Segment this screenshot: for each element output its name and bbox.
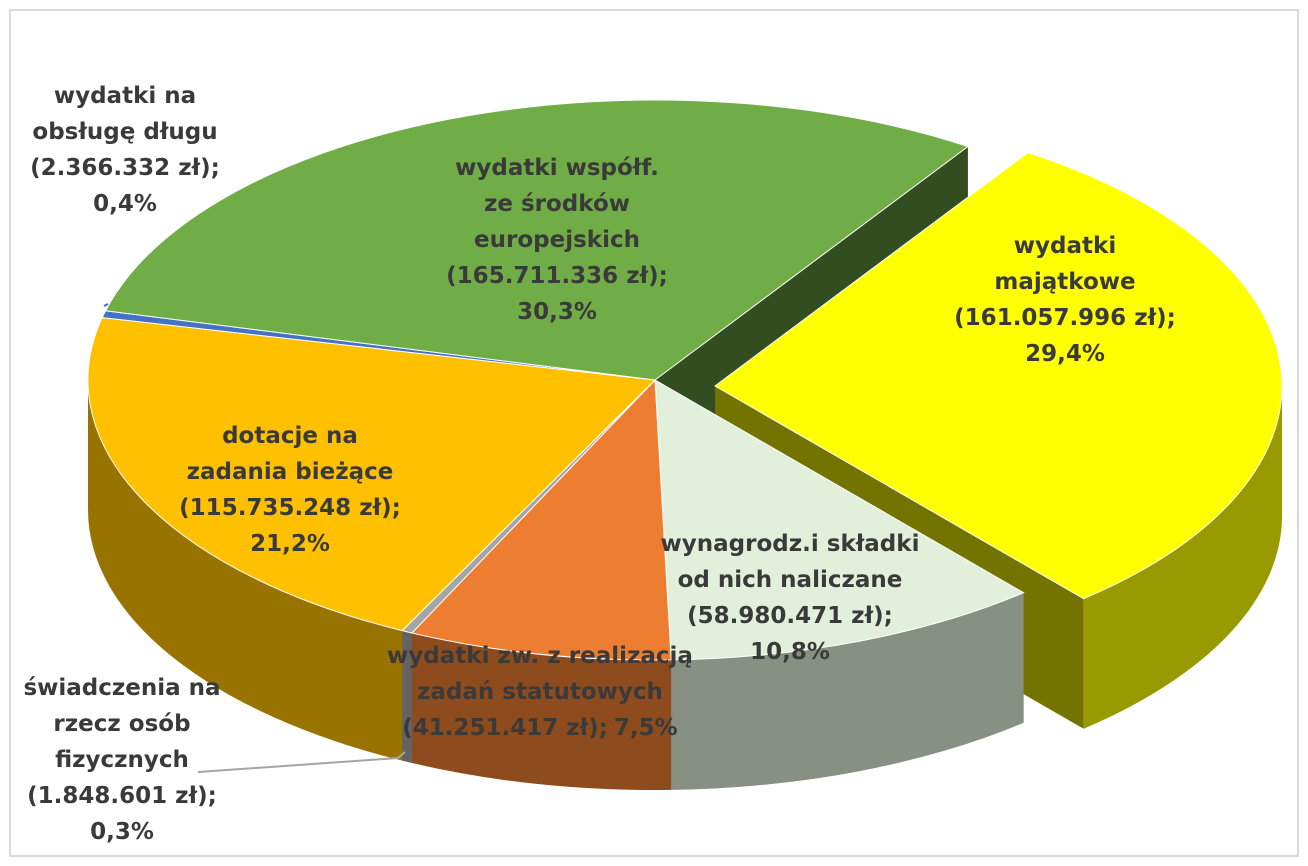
slice: [104, 99, 969, 381]
slice-wall: [1083, 386, 1282, 729]
slice-wall: [671, 592, 1024, 790]
data-label: wydatki na obsługę długu (2.366.332 zł); 0…: [30, 78, 220, 222]
data-label: wydatki współf. ze środków europejskich(…: [446, 150, 668, 330]
label-amount: (58.980.471 zł);: [687, 603, 893, 629]
label-name: świadczenia na rzecz osób fizycznych: [23, 675, 221, 773]
label-values: (2.366.332 zł); 0,4%: [30, 150, 220, 222]
label-name: wydatki majątkowe: [994, 233, 1136, 295]
label-values: (1.848.601 zł); 0,3%: [23, 778, 220, 850]
label-values: (41.251.417 zł); 7,5%: [387, 710, 693, 746]
label-percent: 30,3%: [517, 299, 597, 325]
label-values: (58.980.471 zł); 10,8%: [661, 598, 920, 670]
label-percent: 7,5%: [613, 715, 678, 741]
data-label: świadczenia na rzecz osób fizycznych (1.8…: [23, 670, 220, 850]
slice-wall: [402, 630, 412, 763]
label-name: dotacje na zadania bieżące: [186, 423, 394, 485]
label-name: wydatki zw. z realizacją zadań statutowy…: [387, 643, 693, 705]
slice-wall: [411, 633, 672, 791]
label-name: wydatki współf. ze środków europejskich: [455, 155, 659, 253]
label-amount: (161.057.996 zł);: [954, 305, 1176, 331]
slice-tops: [87, 99, 1283, 661]
label-percent: 29,4%: [1025, 341, 1105, 367]
label-percent: 0,3%: [90, 819, 154, 845]
label-percent: 0,4%: [93, 191, 157, 217]
label-values: (165.711.336 zł); 30,3%: [446, 258, 668, 330]
label-amount: (41.251.417 zł);: [402, 715, 608, 741]
label-percent: 10,8%: [750, 639, 830, 665]
data-label: wynagrodz.i składki od nich naliczane (58…: [661, 526, 920, 670]
label-values: (115.735.248 zł); 21,2%: [179, 490, 401, 562]
data-label: wydatki zw. z realizacją zadań statutowy…: [387, 638, 693, 746]
slice-walls: [88, 380, 1282, 791]
slice: [654, 379, 1025, 661]
slice-wall: [88, 380, 403, 761]
slice: [410, 378, 672, 661]
leader-line: [103, 303, 109, 307]
slice: [87, 317, 657, 632]
slice: [714, 151, 1283, 600]
label-name: wynagrodz.i składki od nich naliczane: [660, 531, 920, 593]
label-amount: (2.366.332 zł);: [30, 155, 220, 181]
label-name: wydatki na obsługę długu: [32, 83, 218, 145]
label-percent: 21,2%: [250, 531, 330, 557]
leader-line: [197, 751, 406, 773]
label-amount: (165.711.336 zł);: [446, 263, 668, 289]
label-values: (161.057.996 zł); 29,4%: [954, 300, 1176, 372]
data-label: dotacje na zadania bieżące (115.735.248 z…: [179, 418, 401, 562]
label-amount: (115.735.248 zł);: [179, 495, 401, 521]
label-amount: (1.848.601 zł);: [27, 783, 217, 809]
data-label: wydatki majątkowe (161.057.996 zł); 29,4%: [954, 228, 1176, 372]
